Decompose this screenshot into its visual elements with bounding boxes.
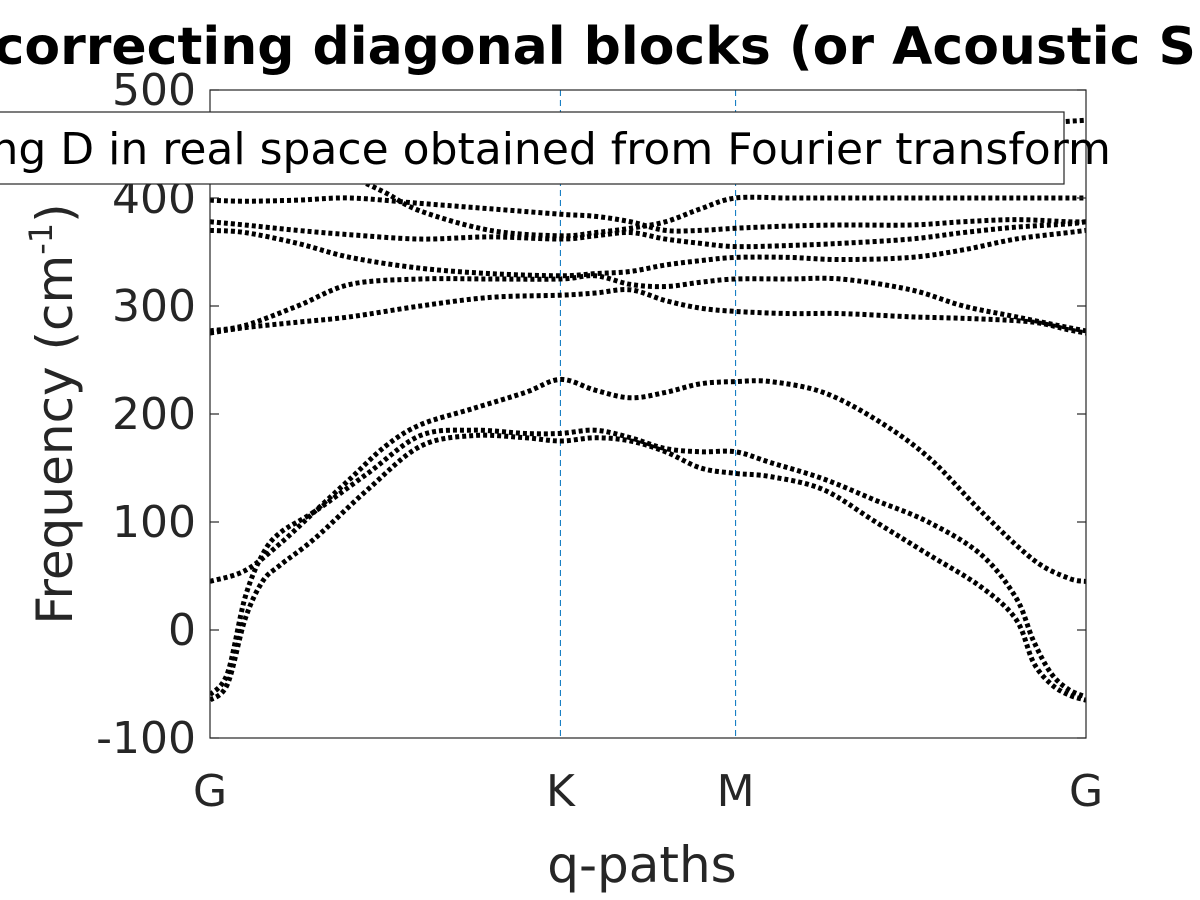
xtick-label: G [193, 766, 227, 817]
legend-box [0, 111, 1065, 185]
xtick-label: K [546, 766, 576, 817]
branch-7 [210, 195, 1086, 234]
branch-5 [210, 227, 1086, 279]
ytick-label: 300 [112, 281, 196, 332]
ytick-label: 200 [112, 389, 196, 440]
branch-0 [210, 432, 1086, 703]
x-axis-label: q-paths [547, 836, 737, 894]
ytick-label: -100 [96, 713, 196, 764]
branch-6 [210, 219, 1086, 250]
y-axis-label: Frequency (cm-1) [22, 203, 84, 624]
dispersion-series [210, 117, 1086, 703]
ytick-label: 0 [168, 605, 196, 656]
high-symmetry-lines [559, 90, 737, 738]
ytick-label: 500 [112, 65, 196, 116]
legend-entry: Using D in real space obtained from Four… [0, 124, 1111, 175]
chart-title: Without correcting diagonal blocks (or A… [0, 17, 1200, 77]
legend: Using D in real space obtained from Four… [0, 111, 1111, 185]
branch-4 [210, 273, 1086, 334]
branch-3 [210, 287, 1086, 336]
plot-frame [209, 89, 1087, 739]
ytick-label: 100 [112, 497, 196, 548]
branch-2 [210, 376, 1086, 584]
xtick-label: G [1069, 766, 1103, 817]
branch-1 [210, 427, 1086, 700]
xtick-label: M [717, 766, 755, 817]
